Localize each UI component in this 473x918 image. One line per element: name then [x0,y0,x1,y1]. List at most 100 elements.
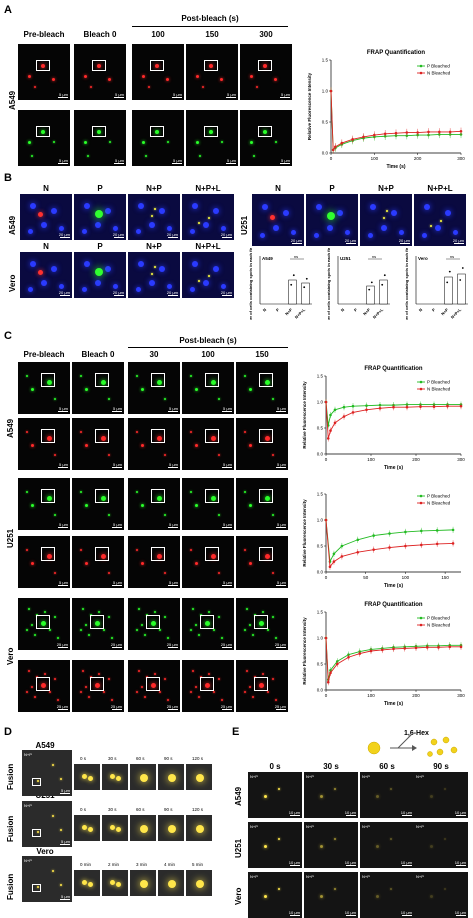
panel-c-u251-green-tile-0: 5 μm [18,478,70,530]
bar-category-label: N+P [362,307,371,316]
panel-b-row-u251: U251 [240,215,249,235]
fluorescent-spot [37,779,39,782]
fluorescent-spot [205,621,211,627]
fluorescent-spot [243,431,246,433]
fluorescent-spot [141,624,143,626]
y-tick-label: 1.5 [317,492,324,497]
fluorescent-spot [108,678,111,681]
bar-category-label: N+P+L [294,307,307,320]
fluorescent-spot [135,549,138,551]
legend-marker [419,64,423,68]
scale-bar [58,467,68,468]
fluorescent-spot [85,388,88,391]
legend-marker [419,494,423,498]
fluorescent-spot [272,225,279,232]
fluorescent-spot [31,686,33,688]
fluorescent-spot [167,140,170,143]
data-point [380,648,384,652]
data-point [448,130,452,134]
fluorescent-spot [210,380,216,386]
scale-bar [292,243,302,244]
data-point [328,565,332,569]
scale-bar-label: 20 μm [112,290,124,295]
fluorescent-spot [430,895,434,898]
fluorescent-spot [85,686,87,688]
fluorescent-spot [148,279,155,286]
data-point [432,405,436,408]
bar-point [292,274,295,277]
panel-c-vero-green-tile-1: 25 μm [72,598,124,650]
fluorescent-spot [59,883,62,886]
scale-bar-label: 25 μm [110,704,122,709]
fluorescent-spot [205,683,211,689]
fluorescent-spot [453,230,458,236]
panel-a-letter: A [4,4,12,16]
tile-condition-tag: N+P [250,774,258,779]
data-point [435,542,439,546]
x-axis-label: Time (s) [384,583,403,589]
data-point [332,552,336,556]
fluorescent-spot [28,608,31,611]
fluorescent-spot [85,504,88,507]
data-point [405,405,409,409]
bleach-roi-box [90,676,105,691]
fluorescent-spot [167,773,176,782]
panel-b-header-right-n: N [275,184,281,193]
data-point [334,145,337,149]
fluorescent-spot [249,624,251,626]
scale-bar-label: 20 μm [58,290,70,295]
fluorescent-spot [88,826,94,832]
bar-chart-title: A549 [262,256,273,261]
chart-title: FRAP Quantification [367,50,426,56]
panel-c-vero-green-tile-4: 25 μm [236,598,288,650]
panel-b-header-npl: N+P+L [195,184,221,193]
fluorescent-spot [255,86,258,88]
fluorescent-spot [141,388,144,391]
panel-a-time-3: 300 [259,30,273,39]
data-point [459,404,463,408]
fluorescent-spot [383,217,386,220]
fluorescent-spot [147,86,150,88]
fluorescent-spot [135,691,138,694]
scale-bar-label: 5 μm [61,788,70,793]
fluorescent-spot [38,270,44,276]
panel-c-u251-red-tile-4: 5 μm [236,536,288,588]
data-point [333,421,337,425]
panel-d-vero-frame-2 [130,870,156,896]
panel-b-bar-charts: Number of cells containing spots in each… [248,248,468,320]
fluorescent-spot [37,830,39,833]
fluorescent-spot [277,838,280,841]
fluorescent-spot [79,375,82,377]
tile-condition-tag: N+P [250,874,258,879]
fluorescent-spot [440,220,442,222]
data-point [405,131,409,134]
data-point [459,130,463,133]
fluorescent-spot [196,74,200,78]
fluorescent-spot [213,207,220,214]
fluorescent-spot [44,673,46,675]
x-axis-label: Time (s) [384,465,403,471]
bar-category-label: N [340,307,346,313]
fluorescent-spot [85,444,88,447]
fluorescent-spot [249,562,252,565]
series-line-n-bleached [325,401,461,439]
fluorescent-spot [81,774,87,780]
panel-b-u251-tile-0: 20 μm [252,194,304,246]
fluorescent-spot [267,691,270,694]
fluorescent-spot [209,63,214,68]
y-tick-label: 1.5 [317,610,324,615]
scale-bar [222,647,232,648]
fluorescent-spot [159,691,162,694]
fluorescent-spot [243,491,246,493]
fluorescent-spot [79,691,82,694]
x-tick-label: 200 [412,693,420,698]
scale-bar [346,243,356,244]
scale-bar-label: 25 μm [220,642,232,647]
panel-c-vero-green-tile-3: 25 μm [182,598,234,650]
data-point [340,141,344,145]
scale-bar-label: 5 μm [223,522,232,527]
fluorescent-spot [28,670,31,673]
data-point [372,534,375,537]
panel-b-header-np: N+P [146,184,162,193]
scale-bar [276,585,286,586]
